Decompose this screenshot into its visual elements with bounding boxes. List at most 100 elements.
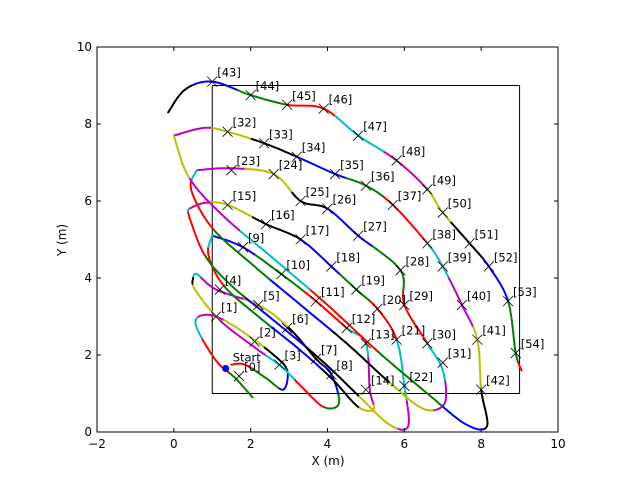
waypoint-marker	[253, 299, 264, 311]
waypoint-marker	[464, 238, 475, 249]
trajectory-segment-2-7	[270, 325, 322, 369]
trajectory-segment-5-2	[250, 138, 298, 158]
waypoint-marker	[422, 184, 433, 195]
plot-area: [0] [1] [2] [3] [4] [5] [6] [7][8] [9] [10] [11] [1…	[167, 66, 545, 431]
waypoint-label: [46]	[329, 93, 353, 107]
trajectory-segment-3-12	[187, 210, 206, 256]
waypoint-marker	[456, 299, 468, 311]
trajectory-segment-4-0	[195, 167, 247, 172]
waypoint-label: [1]	[221, 301, 237, 315]
trajectory-segment-0-4	[223, 319, 266, 349]
trajectory-segment-5-15	[172, 134, 191, 179]
waypoint-label: [21]	[402, 324, 426, 338]
waypoint-marker	[483, 261, 495, 272]
waypoint-label: [0]	[244, 360, 260, 374]
waypoint-marker	[351, 284, 362, 295]
x-tick-label: 2	[247, 437, 255, 451]
waypoint-marker	[326, 368, 337, 380]
waypoint-marker	[210, 311, 222, 322]
trajectory-segment-5-8	[472, 326, 483, 391]
trajectory-segment-4-11	[211, 226, 271, 281]
waypoint-marker	[399, 380, 410, 392]
waypoint-marker	[222, 126, 233, 137]
waypoint-marker	[422, 238, 433, 249]
waypoint-marker	[245, 89, 256, 101]
trajectory-segment-0-6	[277, 369, 289, 391]
trajectory-segment-1-5	[322, 393, 341, 410]
trajectory-segment-4-9	[330, 329, 390, 383]
trajectory-segment-3-7	[396, 400, 410, 431]
trajectory-segment-3-13	[187, 207, 191, 213]
y-tick-label: 2	[84, 348, 92, 362]
waypoint-label: [43]	[217, 66, 241, 80]
waypoint-label: [18]	[336, 250, 360, 264]
trajectory-segment-5-12	[308, 288, 379, 353]
waypoint-label: [51]	[475, 227, 499, 241]
waypoint-label: [50]	[448, 197, 472, 211]
waypoint-marker	[291, 151, 303, 163]
waypoint-label: [19]	[361, 274, 385, 288]
trajectory-segment-3-0	[188, 201, 213, 210]
waypoint-marker	[437, 357, 449, 368]
waypoint-label: [22]	[409, 370, 433, 384]
trajectory-segment-2-6	[319, 367, 360, 408]
trajectory-segment-5-6	[426, 242, 450, 280]
waypoint-marker	[268, 168, 279, 180]
waypoint-label: [3]	[284, 349, 300, 363]
waypoint-marker	[222, 199, 233, 211]
x-tick-label: 4	[324, 437, 332, 451]
trajectory-segment-0-2	[194, 315, 203, 339]
waypoint-marker	[281, 322, 293, 334]
waypoint-label: [52]	[494, 250, 518, 264]
y-tick-label: 8	[84, 117, 92, 131]
trajectory-segment-1-2	[243, 298, 291, 330]
waypoint-label: [6]	[292, 312, 308, 326]
waypoint-label: [16]	[271, 208, 295, 222]
trajectory-segment-3-10	[243, 295, 306, 347]
waypoint-label: [44]	[256, 79, 280, 93]
waypoint-label: [29]	[409, 289, 433, 303]
waypoint-label: [24]	[279, 158, 303, 172]
waypoint-marker	[214, 284, 226, 295]
trajectory-segment-5-11	[376, 350, 443, 407]
waypoint-marker	[360, 338, 372, 349]
trajectory-segment-5-0	[172, 126, 214, 137]
waypoint-marker	[276, 268, 287, 280]
waypoint-marker	[274, 359, 285, 370]
waypoint-label: [11]	[321, 285, 345, 299]
x-tick-label: 6	[401, 437, 409, 451]
x-axis-label: X (m)	[311, 454, 344, 468]
waypoint-label: [38]	[432, 227, 456, 241]
waypoint-marker	[260, 218, 272, 230]
waypoint-label: [27]	[363, 220, 387, 234]
trajectory-segment-3-11	[203, 253, 246, 298]
trajectory-segment-2-4	[367, 356, 375, 407]
trajectory-segment-2-2	[303, 291, 348, 330]
waypoint-label: [8]	[336, 358, 352, 372]
trajectory-segment-4-7	[431, 380, 448, 412]
waypoint-label: [39]	[448, 250, 472, 264]
waypoint-marker	[395, 265, 406, 276]
waypoint-marker	[310, 295, 322, 307]
trajectory-segment-0-5	[263, 346, 289, 372]
trajectory-segment-6-5	[383, 151, 429, 191]
trajectory-segment-1-10	[191, 277, 195, 285]
waypoint-label: [54]	[521, 337, 545, 351]
trajectory-segment-6-9	[507, 300, 519, 364]
waypoint-label: [10]	[286, 258, 310, 272]
waypoint-label: [9]	[248, 231, 264, 245]
waypoint-marker	[318, 103, 329, 114]
trajectory-segment-6-2	[236, 89, 289, 106]
waypoint-label: [53]	[513, 285, 537, 299]
trajectory-segment-3-6	[395, 338, 408, 403]
waypoint-marker	[326, 261, 337, 272]
trajectory-segment-4-10	[268, 278, 333, 332]
waypoint-label: [20]	[382, 293, 406, 307]
waypoint-label: [32]	[233, 116, 257, 130]
waypoint-label: [30]	[432, 327, 456, 341]
waypoint-marker	[237, 241, 249, 253]
waypoint-label: [49]	[432, 173, 456, 187]
boundary-rectangle	[211, 85, 521, 394]
trajectory-segment-2-5	[357, 404, 376, 412]
